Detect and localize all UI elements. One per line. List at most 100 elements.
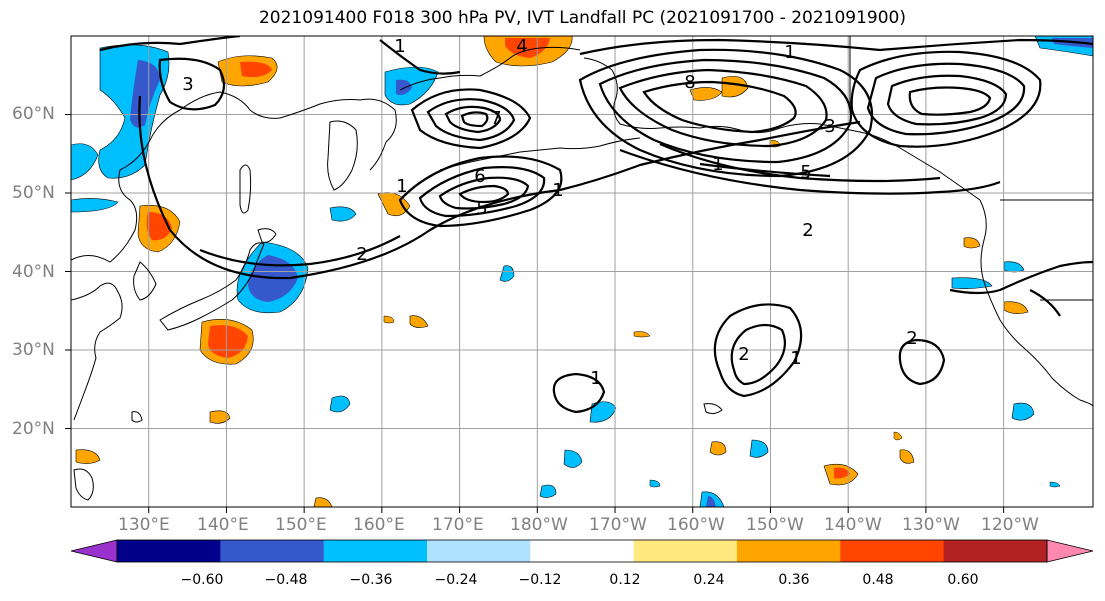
- contour-band-lower: [619, 148, 1001, 195]
- colorbar-segment-4: [427, 540, 531, 562]
- pv-blob-small-p9: [75, 449, 101, 464]
- colorbar-segment-1: [117, 540, 221, 562]
- colorbar-segment-3: [323, 540, 428, 562]
- korea-china-coast: [71, 282, 123, 421]
- contour-gulf-inner: [618, 68, 828, 148]
- contour-gulf-mid: [598, 58, 853, 164]
- contour-northeast-mid: [866, 62, 1026, 136]
- lon-label-120W: 120°W: [981, 515, 1039, 535]
- contour-label-9: 1: [712, 154, 723, 175]
- pv-blob-small-p5: [709, 441, 727, 456]
- pv-blob-small-1: [329, 206, 357, 222]
- colorbar-extend-max: [1046, 539, 1094, 563]
- lon-label-170W: 170°W: [589, 515, 647, 535]
- contour-label-10: 2: [738, 344, 749, 365]
- contour-label-11: 1: [790, 348, 801, 369]
- lon-label-160W: 160°W: [667, 515, 725, 535]
- pv-blob-small-p1: [209, 410, 231, 424]
- contour-label-0: 3: [182, 74, 193, 95]
- pv-blob-bering-core: [505, 38, 550, 58]
- colorbar-frame: [116, 539, 1048, 563]
- contour-low2-inner: [438, 176, 530, 210]
- pv-blob-small-p7: [963, 237, 981, 249]
- aleutians: [439, 137, 641, 171]
- kamchatka: [327, 120, 358, 191]
- contour-label-1: 1: [394, 36, 405, 57]
- lon-label-170E: 170°E: [432, 515, 484, 535]
- contour-band-upper: [579, 38, 1093, 56]
- pv-blob-kamchatka-west-core: [130, 60, 160, 128]
- colorbar: [70, 539, 1094, 563]
- lat-label-20: 20°N: [12, 419, 55, 439]
- contour-label-3: 5: [476, 198, 487, 219]
- contour-northeast-inner: [886, 74, 1008, 126]
- pv-blob-siberia-edge: [71, 143, 99, 181]
- contour-south-2: [199, 235, 401, 267]
- north-america-west: [979, 199, 1093, 407]
- hawaii: [703, 403, 723, 415]
- pv-blob-small-p8: [1003, 301, 1029, 314]
- pv-blob-alaska-south-2: [721, 76, 749, 98]
- contour-labels: 3 1 4 5 2 6 7 8 3 1 2 1 1 2 1 1 2 5 1: [182, 36, 917, 389]
- colorbar-segment-9: [943, 540, 1048, 562]
- contour-low2-mid: [418, 166, 546, 218]
- lon-label-130W: 130°W: [902, 515, 960, 535]
- lon-label-150W: 150°W: [746, 515, 804, 535]
- pv-blob-small-p3: [383, 315, 395, 324]
- contour-band-low: [659, 142, 941, 183]
- lon-label-140W: 140°W: [824, 515, 882, 535]
- colorbar-extend-min: [70, 539, 118, 563]
- chukotka-coast: [399, 46, 581, 91]
- contour-label-17: 5: [800, 162, 811, 183]
- contour-label-8: 3: [824, 116, 835, 137]
- contour-label-16: 2: [802, 220, 813, 241]
- contour-circle-mid: [552, 372, 606, 414]
- contour-label-15: 1: [552, 180, 563, 201]
- contour-label-2: 4: [516, 36, 527, 57]
- colorbar-label-1: −0.48: [264, 572, 308, 588]
- lat-label-60: 60°N: [12, 104, 55, 124]
- colorbar-label-2: −0.36: [349, 572, 393, 588]
- contour-label-18: 1: [784, 42, 795, 63]
- lon-label-140E: 140°E: [197, 515, 249, 535]
- contour-label-12: 1: [590, 368, 601, 389]
- colorbar-label-5: 0.12: [609, 572, 641, 588]
- asia-coast: [71, 91, 397, 263]
- pv-blob-small-p6: [899, 449, 915, 464]
- philippines: [73, 468, 94, 501]
- colorbar-label-7: 0.36: [778, 572, 810, 588]
- pv-blob-okhotsk-east-core: [240, 61, 272, 78]
- pv-blob-small-p4-core: [834, 467, 850, 479]
- colorbar-segment-2: [220, 540, 325, 562]
- pv-negative-anomalies: [71, 36, 1093, 507]
- coastlines: [71, 36, 1093, 501]
- pv-blob-small-8-core: [706, 496, 716, 507]
- pv-blob-small-7: [539, 484, 557, 498]
- contour-label-4: 2: [356, 244, 367, 265]
- contour-label-5: 6: [474, 166, 485, 187]
- colorbar-segment-5: [530, 540, 635, 562]
- contour-label-14: 1: [396, 176, 407, 197]
- contour-label-6: 7: [490, 108, 501, 129]
- pv-blob-small-2: [499, 265, 515, 282]
- pv-blob-siberia-edge-2: [71, 198, 119, 213]
- lon-label-130E: 130°E: [118, 515, 170, 535]
- colorbar-label-6: 0.24: [693, 572, 725, 588]
- figure-title: 2021091400 F018 300 hPa PV, IVT Landfall…: [258, 8, 906, 28]
- pv-blob-small-p11: [633, 331, 651, 338]
- contour-top-mid: [379, 39, 461, 75]
- contour-top-left: [99, 36, 241, 52]
- lat-label-40: 40°N: [12, 262, 55, 282]
- lon-label-150E: 150°E: [275, 515, 327, 535]
- colorbar-label-4: −0.12: [518, 572, 562, 588]
- contour-low2-outer: [398, 155, 563, 228]
- lon-label-180W: 180°W: [510, 515, 568, 535]
- axis-ticks: [65, 114, 1005, 513]
- colorbar-label-8: 0.48: [862, 572, 894, 588]
- korea-peninsula: [133, 261, 157, 301]
- contour-band-1: [699, 162, 831, 178]
- pv-blob-small-p13: [893, 431, 903, 441]
- colorbar-label-0: −0.60: [180, 572, 224, 588]
- japan-honshu: [159, 242, 265, 331]
